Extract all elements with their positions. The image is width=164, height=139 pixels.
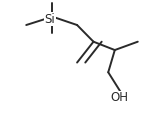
Text: OH: OH [110,91,128,105]
Text: Si: Si [45,13,55,26]
